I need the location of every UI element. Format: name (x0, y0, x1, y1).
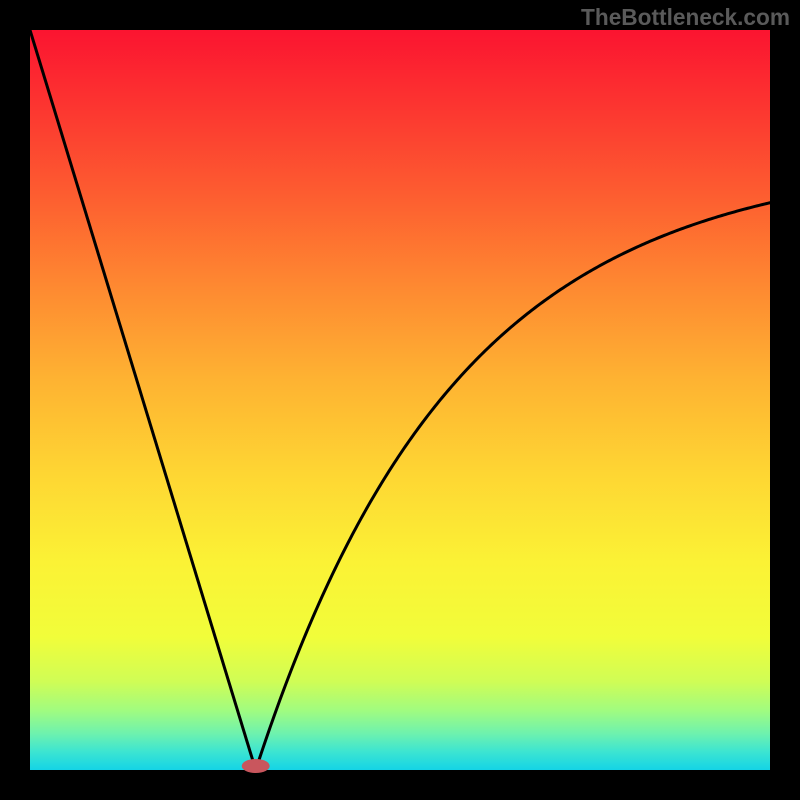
minimum-marker (242, 759, 270, 773)
watermark-text: TheBottleneck.com (581, 4, 790, 31)
chart-container: TheBottleneck.com (0, 0, 800, 800)
chart-svg (0, 0, 800, 800)
plot-background (30, 30, 770, 770)
